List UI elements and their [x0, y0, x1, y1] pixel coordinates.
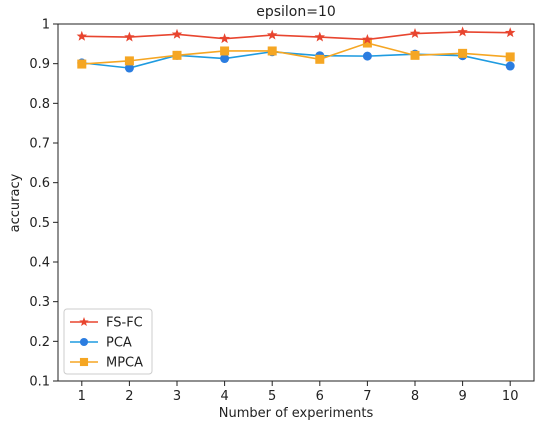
- data-point: [505, 61, 515, 71]
- x-tick-label: 1: [78, 389, 86, 404]
- y-tick-label: 0.1: [29, 375, 50, 390]
- data-point: [124, 56, 134, 66]
- legend: FS-FC PCA MPCA: [63, 308, 153, 375]
- series-line: [81, 42, 511, 65]
- series-fs-fc: [76, 26, 516, 44]
- y-tick-label: 0.7: [29, 137, 50, 152]
- series-line: [81, 31, 511, 41]
- data-point: [410, 50, 420, 60]
- chart-title: epsilon=10: [256, 4, 336, 20]
- y-axis-title: accuracy: [8, 173, 23, 232]
- x-tick-label: 2: [125, 389, 133, 404]
- legend-marker: [79, 337, 89, 347]
- data-point: [362, 38, 372, 48]
- x-axis-ticks: 1 2 3 4 5 6 7 8 9 10: [78, 381, 519, 404]
- data-point: [76, 30, 88, 41]
- data-point: [220, 54, 230, 64]
- legend-marker: [79, 317, 89, 326]
- x-tick-label: 8: [411, 389, 419, 404]
- legend-item-mpca: MPCA: [70, 356, 143, 371]
- y-tick-label: 1: [42, 18, 50, 33]
- y-tick-label: 0.2: [29, 335, 50, 350]
- legend-marker: [79, 357, 89, 367]
- x-tick-label: 5: [268, 389, 276, 404]
- data-point: [504, 27, 516, 38]
- data-point: [77, 59, 87, 69]
- y-axis-ticks: 0.1 0.2 0.3 0.4 0.5 0.6 0.7 0.8 0.9 1: [29, 18, 58, 390]
- data-point: [315, 54, 325, 64]
- legend-label: FS-FC: [106, 316, 143, 331]
- data-point: [124, 63, 134, 73]
- y-tick-label: 0.8: [29, 97, 50, 112]
- y-tick-label: 0.5: [29, 216, 50, 231]
- x-tick-label: 9: [458, 389, 466, 404]
- legend-item-fs-fc: FS-FC: [70, 316, 143, 331]
- y-tick-label: 0.3: [29, 295, 50, 310]
- y-tick-label: 0.6: [29, 176, 50, 191]
- x-tick-label: 7: [363, 389, 371, 404]
- data-point: [457, 26, 468, 37]
- x-axis-title: Number of experiments: [219, 406, 374, 421]
- data-point: [362, 33, 373, 44]
- data-point: [219, 33, 230, 44]
- data-point: [362, 51, 372, 61]
- series-layer: [76, 26, 516, 73]
- data-point: [220, 46, 230, 56]
- legend-label: PCA: [106, 336, 132, 351]
- legend-label: MPCA: [106, 356, 143, 371]
- data-point: [124, 31, 135, 42]
- data-point: [505, 52, 515, 62]
- data-point: [314, 31, 326, 42]
- series-mpca: [77, 38, 515, 69]
- data-point: [266, 29, 278, 40]
- data-point: [171, 28, 183, 39]
- y-tick-label: 0.4: [29, 256, 50, 271]
- x-tick-label: 4: [220, 389, 228, 404]
- data-point: [458, 48, 468, 58]
- legend-item-pca: PCA: [70, 336, 132, 351]
- x-tick-label: 10: [502, 389, 519, 404]
- plot-frame: [57, 23, 535, 382]
- x-tick-label: 3: [173, 389, 181, 404]
- x-tick-label: 6: [316, 389, 324, 404]
- y-tick-label: 0.9: [29, 57, 50, 72]
- data-point: [409, 28, 421, 38]
- data-point: [172, 50, 182, 60]
- data-point: [267, 46, 277, 56]
